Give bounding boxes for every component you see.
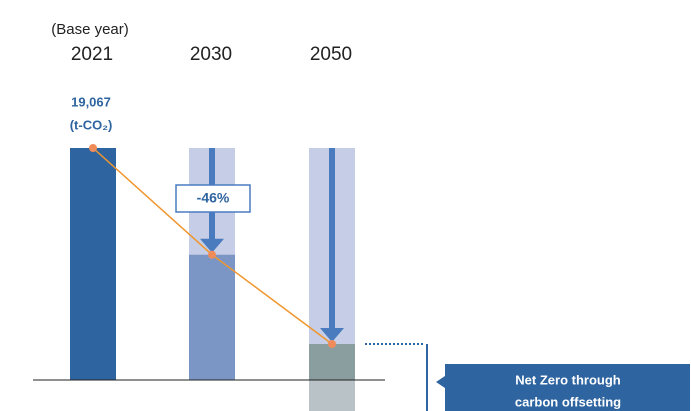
- base-year-label: (Base year): [51, 21, 129, 38]
- trend-point: [328, 339, 336, 348]
- net-zero-label: carbon offsetting: [515, 394, 621, 409]
- trend-point: [89, 144, 97, 152]
- reduction-box: [175, 184, 251, 213]
- bar: [189, 254, 235, 380]
- bar: [70, 148, 116, 380]
- net-zero-label: Net Zero through: [515, 372, 620, 387]
- reduction-arrowhead: [200, 238, 224, 253]
- unit-label: (t-CO₂): [70, 117, 113, 132]
- value-label: 19,067: [71, 94, 111, 109]
- x-tick-label: 2030: [190, 44, 232, 65]
- bar: [309, 343, 355, 380]
- x-tick-label: 2050: [310, 44, 352, 65]
- x-tick-label: 2021: [71, 44, 113, 65]
- reduction-label: -46%: [197, 190, 230, 206]
- reduction-arrowhead: [320, 327, 344, 342]
- offset-bar: [309, 379, 355, 411]
- trend-point: [208, 250, 216, 259]
- callout-box: [436, 364, 690, 411]
